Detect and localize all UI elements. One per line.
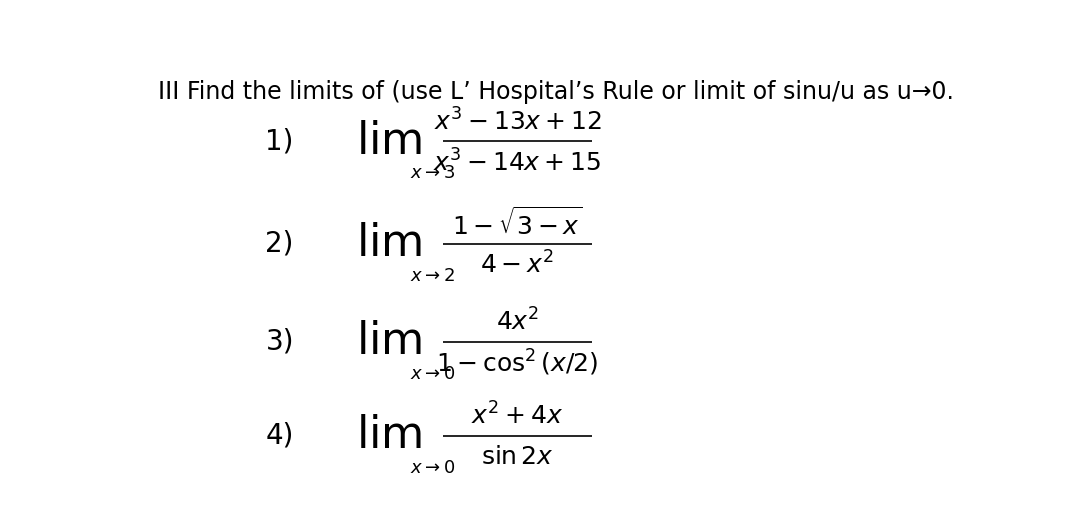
Text: $x \to 3$: $x \to 3$ — [410, 164, 455, 182]
Text: $x \to 0$: $x \to 0$ — [410, 459, 455, 477]
Text: $4x^2$: $4x^2$ — [496, 309, 539, 336]
Text: $x \to 2$: $x \to 2$ — [410, 267, 455, 285]
Text: $\lim$: $\lim$ — [356, 320, 422, 363]
Text: $4 - x^2$: $4 - x^2$ — [481, 251, 554, 278]
Text: III Find the limits of (use L’ Hospital’s Rule or limit of sinu/u as u→0.: III Find the limits of (use L’ Hospital’… — [158, 80, 954, 104]
Text: $\lim$: $\lim$ — [356, 222, 422, 265]
Text: $x^3 - 13x + 12$: $x^3 - 13x + 12$ — [434, 108, 601, 135]
Text: $1 - \sqrt{3 - x}$: $1 - \sqrt{3 - x}$ — [452, 208, 583, 241]
Text: $\lim$: $\lim$ — [356, 120, 422, 163]
Text: $\sin 2x$: $\sin 2x$ — [481, 445, 554, 469]
Text: 3): 3) — [265, 328, 294, 356]
Text: $x^2 + 4x$: $x^2 + 4x$ — [471, 402, 564, 430]
Text: 4): 4) — [265, 422, 294, 450]
Text: 1): 1) — [265, 127, 294, 156]
Text: $\lim$: $\lim$ — [356, 414, 422, 457]
Text: 2): 2) — [265, 229, 294, 258]
Text: $x \to 0$: $x \to 0$ — [410, 365, 455, 383]
Text: $x^3 - 14x + 15$: $x^3 - 14x + 15$ — [434, 149, 601, 176]
Text: $1 - \cos^2(x/2)$: $1 - \cos^2(x/2)$ — [436, 348, 599, 378]
